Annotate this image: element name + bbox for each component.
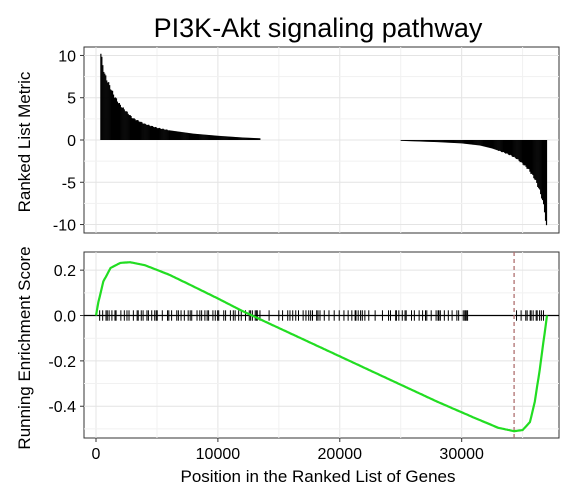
x-axis-tick-label: 20000	[318, 446, 363, 463]
ranked-list-panel: 10 5 0 -5 -10	[53, 46, 560, 235]
enrichment-ytick-label: -0.4	[48, 399, 76, 416]
running-enrichment-panel-background	[83, 251, 560, 439]
x-axis-tick-label: 30000	[439, 446, 484, 463]
running-enrichment-line	[94, 261, 549, 433]
x-axis-tick-label: 10000	[196, 446, 241, 463]
enrichment-ytick-label: 0.0	[54, 309, 76, 326]
ranked-list-ytick-label: -5	[62, 175, 76, 192]
running-enrichment-ylabel: Running Enrichment Score	[15, 246, 34, 449]
ranked-list-ytick-label: 5	[67, 91, 76, 108]
x-axis-label: Position in the Ranked List of Genes	[181, 467, 456, 486]
ranked-list-ylabel: Ranked List Metric	[15, 71, 34, 212]
enrichment-ytick-label: 0.2	[54, 263, 76, 280]
ranked-list-ytick-label: -10	[53, 218, 76, 235]
chart-title: PI3K-Akt signaling pathway	[154, 13, 483, 43]
ranked-list-ytick-label: 0	[67, 133, 76, 150]
enrichment-ytick-label: -0.2	[48, 354, 76, 371]
running-enrichment-panel: 0.2 0.0 -0.2 -0.4 0 10000 20000 30000	[48, 251, 560, 463]
x-axis-tick-label: 0	[92, 446, 101, 463]
ranked-list-ytick-label: 10	[58, 48, 76, 65]
